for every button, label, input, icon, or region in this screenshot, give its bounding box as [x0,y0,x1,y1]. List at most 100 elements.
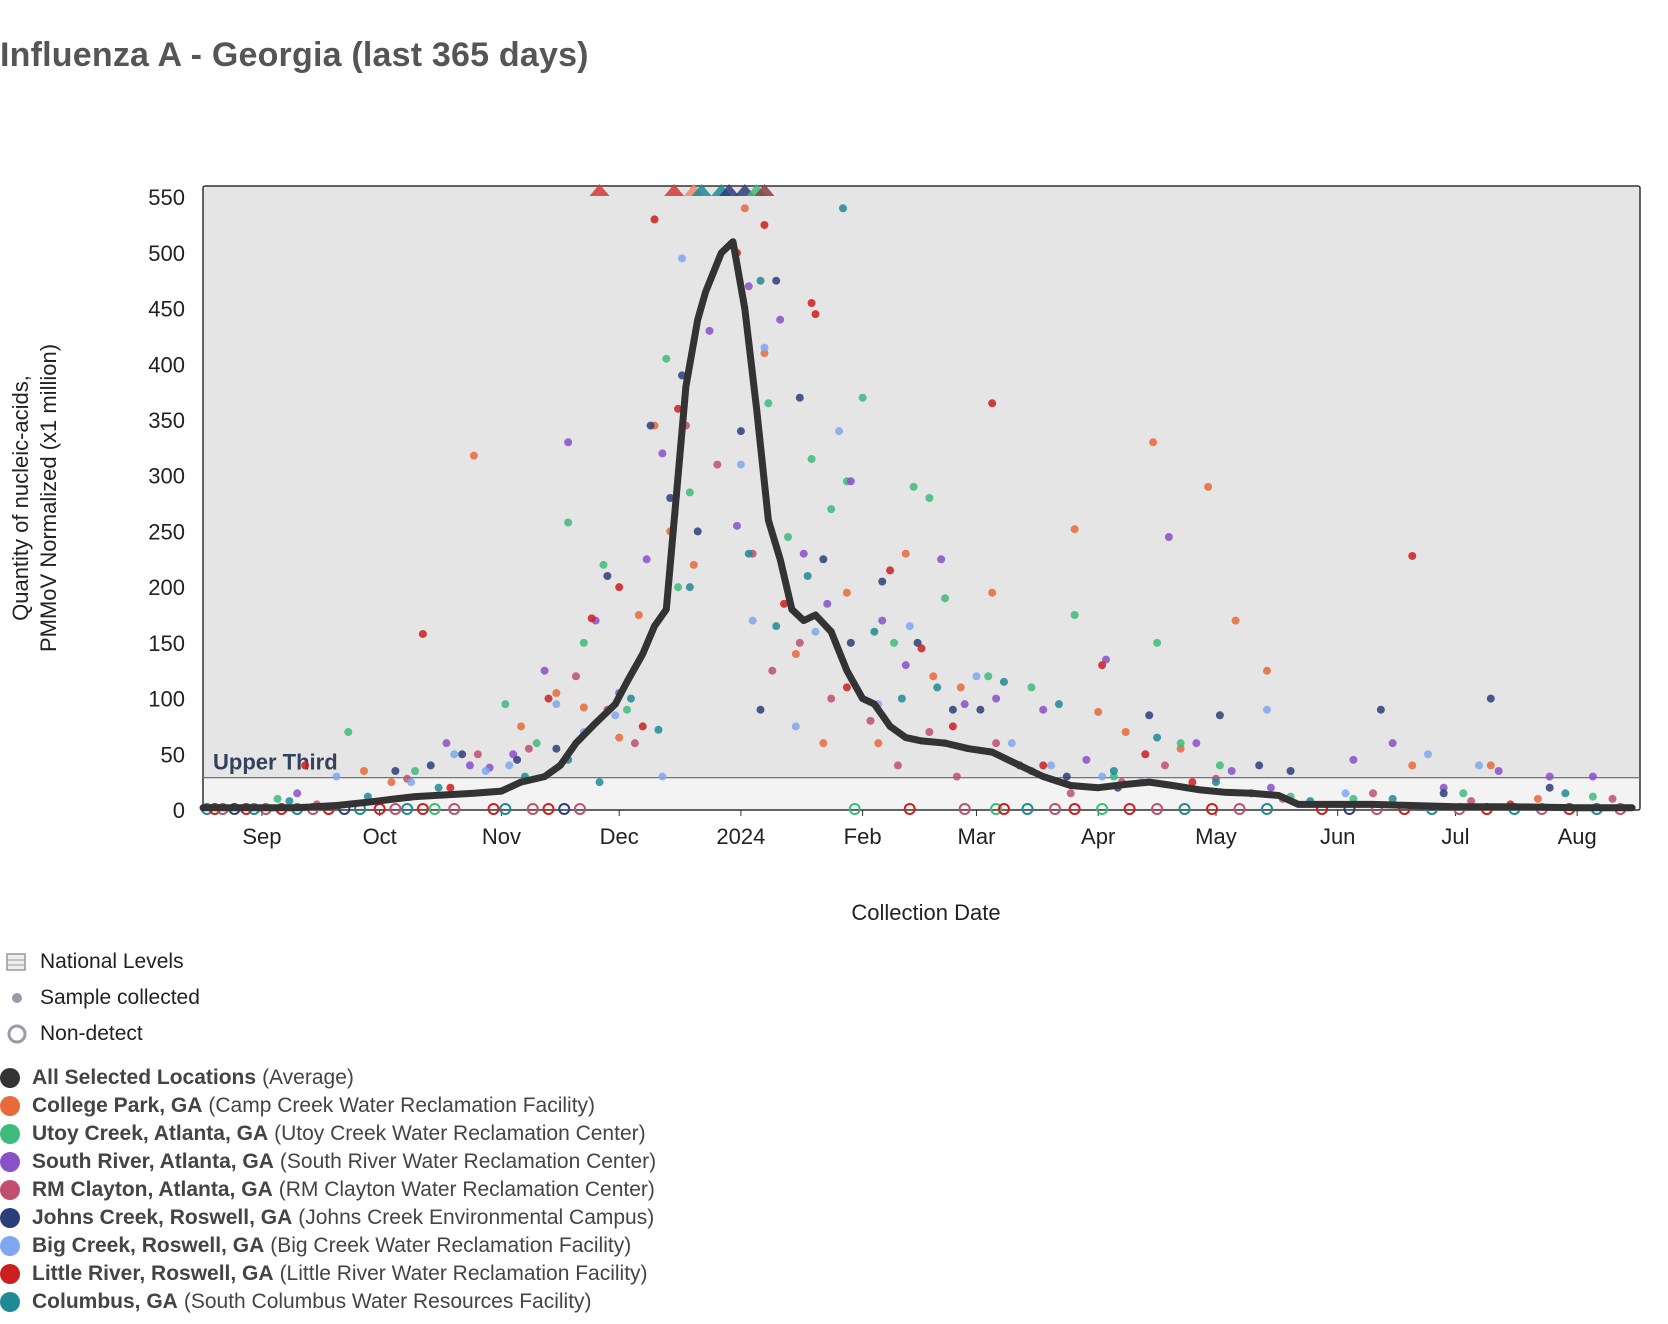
legend-symbols: National Levels Sample collected Non-det… [6,944,200,1052]
sample-point [1102,655,1111,664]
sample-point [662,354,671,363]
sample-point [1588,792,1597,801]
y-tick-label: 400 [148,352,185,377]
non-detect-point [416,803,429,815]
sample-point [1164,533,1173,541]
sample-point [678,254,686,263]
sample-point [1408,761,1417,770]
sample-point [579,638,588,647]
legend-color-dot [0,1292,20,1312]
sample-point [1109,767,1118,775]
sample-point [654,725,663,734]
sample-point [764,399,773,408]
sample-point [948,705,957,714]
above-range-triangle [691,184,712,196]
sample-point [799,549,808,558]
influenza-chart: Upper Third 0 50 100 150 200 250 300 350 400 450 5… [8,184,1641,925]
sample-point [666,494,675,502]
sample-point [960,700,969,709]
legend-color-dot [0,1208,20,1228]
sample-point [1388,739,1397,748]
sample-points [273,204,1617,809]
non-detect-point [526,803,539,815]
sample-point [846,477,855,486]
non-detect-point [428,803,441,815]
legend-site-item[interactable]: Columbus, GA (South Columbus Water Resour… [0,1288,656,1316]
page-title: Influenza A - Georgia (last 365 days) [0,36,589,74]
sample-point [736,460,745,469]
sample-point [992,739,1001,748]
sample-point [1408,551,1417,560]
y-tick-label: 450 [148,297,185,322]
legend-site-item[interactable]: RM Clayton, Atlanta, GA (RM Clayton Water… [0,1176,656,1204]
sample-point [1439,789,1448,798]
sample-point [285,797,294,806]
sample-point [784,533,793,541]
sample-point [1341,789,1350,798]
sample-point [1561,789,1570,798]
sample-point [1266,783,1275,792]
legend-site-item[interactable]: All Selected Locations (Average) [0,1064,656,1092]
sample-point [791,722,800,731]
sample-point [744,282,753,291]
sample-point [552,700,561,709]
y-axis: 0 50 100 150 200 250 300 350 400 450 500 550 [148,185,185,823]
sample-point [811,627,820,636]
sample-point [827,505,836,514]
sample-point [552,744,561,753]
non-detect-point [848,803,861,815]
sample-point [858,393,867,402]
sample-point [846,638,855,647]
upper-third-label: Upper Third [213,750,338,775]
y-tick-label: 300 [148,464,185,489]
non-detect-point [573,803,586,815]
sample-point [481,767,490,775]
sample-point [756,705,765,714]
y-axis-label-line-1: Quantity of nucleic-acids, [8,375,33,621]
sample-point [874,739,883,748]
sample-point [905,622,914,631]
sample-point [1439,783,1448,792]
sample-point [293,789,302,798]
sample-point [760,349,769,358]
non-detect-point [1261,803,1274,815]
legend-site-item[interactable]: Big Creek, Roswell, GA (Big Creek Water R… [0,1232,656,1260]
legend-national-levels[interactable]: National Levels [6,944,200,980]
sample-point [933,683,942,692]
y-tick-label: 550 [148,185,185,210]
y-tick-label: 0 [173,798,185,823]
non-detect-point [542,803,555,815]
sample-point [937,555,946,564]
sample-point [505,761,514,770]
sample-point [1039,761,1048,770]
sample-point [1121,728,1130,736]
x-tick-label: Sep [242,824,281,849]
legend-site-item[interactable]: College Park, GA (Camp Creek Water Reclam… [0,1092,656,1120]
legend-site-item[interactable]: Johns Creek, Roswell, GA (Johns Creek Env… [0,1204,656,1232]
sample-point [634,611,643,619]
legend-site-item[interactable]: South River, Atlanta, GA (South River Wat… [0,1148,656,1176]
sample-point [658,772,667,781]
sample-point [897,694,906,703]
legend-color-dot [0,1068,20,1088]
non-detect-point [499,803,512,815]
sample-point [623,705,632,714]
legend-site-name: Columbus, GA [32,1290,178,1313]
legend-site-item[interactable]: Utoy Creek, Atlanta, GA (Utoy Creek Water… [0,1120,656,1148]
sample-point [1467,797,1476,806]
legend-site-name: College Park, GA [32,1094,203,1117]
legend-site-item[interactable]: Little River, Roswell, GA (Little River W… [0,1260,656,1288]
above-range-triangle [719,184,740,196]
sample-point [587,614,596,623]
sample-point [1533,794,1542,803]
sample-point [1204,482,1213,491]
sample-point [434,783,443,792]
sample-point [1153,638,1162,647]
legend-site-detail: (South River Water Reclamation Center) [279,1150,657,1173]
legend-site-name: Johns Creek, Roswell, GA [32,1206,293,1229]
sample-point [866,716,875,725]
sample-point [952,772,961,781]
sample-point [674,583,683,592]
sample-point [650,215,659,224]
sample-point [1486,694,1495,703]
